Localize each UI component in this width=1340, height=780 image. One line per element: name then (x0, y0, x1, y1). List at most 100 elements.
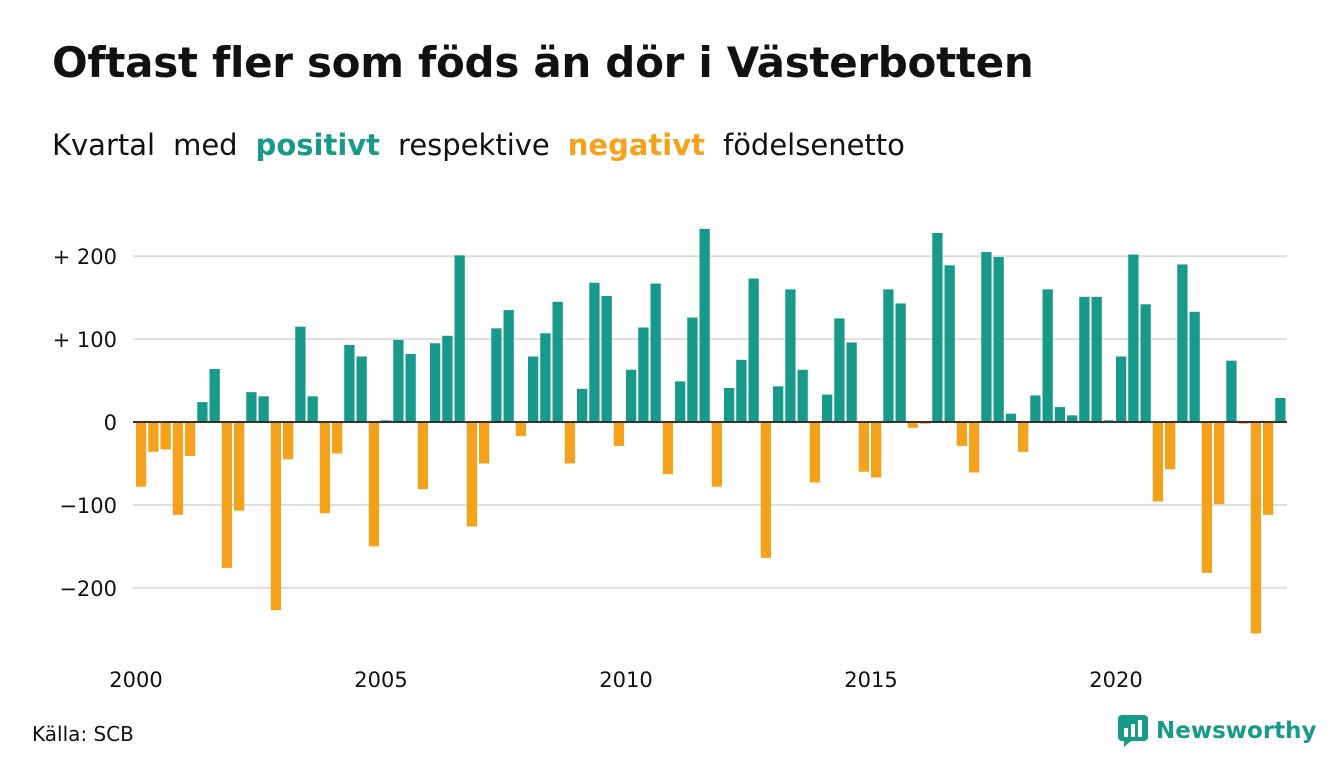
bar (822, 394, 833, 422)
bar (197, 402, 208, 422)
bar (1018, 422, 1029, 452)
bar (797, 369, 808, 422)
bar (662, 422, 674, 475)
bar (1140, 304, 1151, 422)
bars (136, 228, 1286, 634)
bar (1030, 395, 1041, 422)
bar (319, 422, 331, 514)
bar (613, 422, 625, 447)
bar (430, 343, 441, 422)
bar (515, 422, 527, 437)
bar (283, 422, 294, 460)
bar (417, 422, 429, 490)
bar (1165, 422, 1176, 470)
bar (626, 369, 637, 422)
bar (699, 228, 710, 422)
bar (393, 339, 404, 422)
bar (773, 386, 784, 422)
subtitle-positive-keyword: positivt (255, 128, 381, 162)
bar (748, 278, 759, 422)
bar (1042, 289, 1053, 422)
bar (234, 422, 245, 511)
x-tick-label: 2020 (1089, 668, 1142, 692)
bar (564, 422, 576, 464)
bar (503, 310, 514, 422)
bar (969, 422, 980, 473)
bar (491, 328, 502, 422)
bar (368, 422, 380, 547)
bar (221, 422, 233, 568)
bar (528, 356, 539, 422)
bar (907, 422, 919, 428)
bar (1079, 296, 1090, 422)
bar (736, 359, 747, 422)
source-note: Källa: SCB (32, 722, 134, 746)
x-tick-label: 2000 (109, 668, 162, 692)
bar (332, 422, 343, 454)
bar (871, 422, 882, 478)
bar (1201, 422, 1213, 573)
bar (993, 257, 1004, 422)
y-tick-label: + 100 (53, 328, 117, 352)
bar (785, 289, 796, 422)
chart-title: Oftast fler som föds än dör i Västerbott… (52, 38, 1034, 87)
x-axis-labels: 2000 2005 2010 2015 2020 (109, 668, 1142, 692)
bar (1177, 264, 1188, 422)
subtitle-text: födelsenetto (722, 128, 905, 162)
bar (1005, 413, 1017, 422)
bar (466, 422, 478, 527)
bar (454, 255, 465, 422)
y-axis-labels: + 200 + 100 0 −100 −200 (53, 245, 117, 601)
bar (1226, 360, 1237, 422)
bar (405, 354, 416, 422)
bar (540, 333, 551, 422)
bar (956, 422, 968, 447)
bar (1116, 356, 1127, 422)
bar (185, 422, 196, 456)
bar (944, 265, 955, 422)
bar (160, 422, 171, 450)
bar (1128, 254, 1139, 422)
bar (760, 422, 772, 558)
bar (895, 303, 906, 422)
chart-subtitle: Kvartal med positivt respektive negativt föde… (52, 128, 923, 162)
bar (724, 388, 735, 422)
bar (552, 301, 563, 422)
y-tick-label: −100 (59, 494, 117, 518)
bar (1067, 415, 1078, 422)
bar (589, 282, 600, 422)
x-tick-label: 2005 (354, 668, 407, 692)
newsworthy-icon (1118, 715, 1148, 747)
subtitle-text: med (173, 128, 238, 162)
x-tick-label: 2015 (844, 668, 897, 692)
bar (834, 318, 845, 423)
bar (209, 368, 220, 422)
bar (1250, 422, 1262, 634)
bar (687, 317, 698, 422)
bar (344, 344, 355, 422)
bar (650, 283, 661, 422)
subtitle-text: Kvartal (52, 128, 156, 162)
bar (846, 342, 857, 422)
bar (148, 422, 159, 452)
bar (1263, 422, 1274, 515)
bar (577, 388, 588, 422)
x-tick-label: 2010 (599, 668, 652, 692)
bar (442, 335, 453, 422)
bar (295, 326, 306, 422)
bar (711, 422, 723, 487)
bar (638, 327, 649, 422)
bar (858, 422, 870, 472)
bar (981, 252, 992, 422)
bar (1091, 296, 1102, 422)
bar (356, 356, 367, 422)
bar (1275, 397, 1286, 422)
bar (883, 289, 894, 422)
subtitle-negative-keyword: negativt (567, 128, 705, 162)
bar (270, 422, 282, 611)
subtitle-text: respektive (398, 128, 550, 162)
bar (1214, 422, 1225, 505)
bar (307, 396, 318, 422)
bar (258, 396, 269, 422)
bar (601, 295, 612, 422)
